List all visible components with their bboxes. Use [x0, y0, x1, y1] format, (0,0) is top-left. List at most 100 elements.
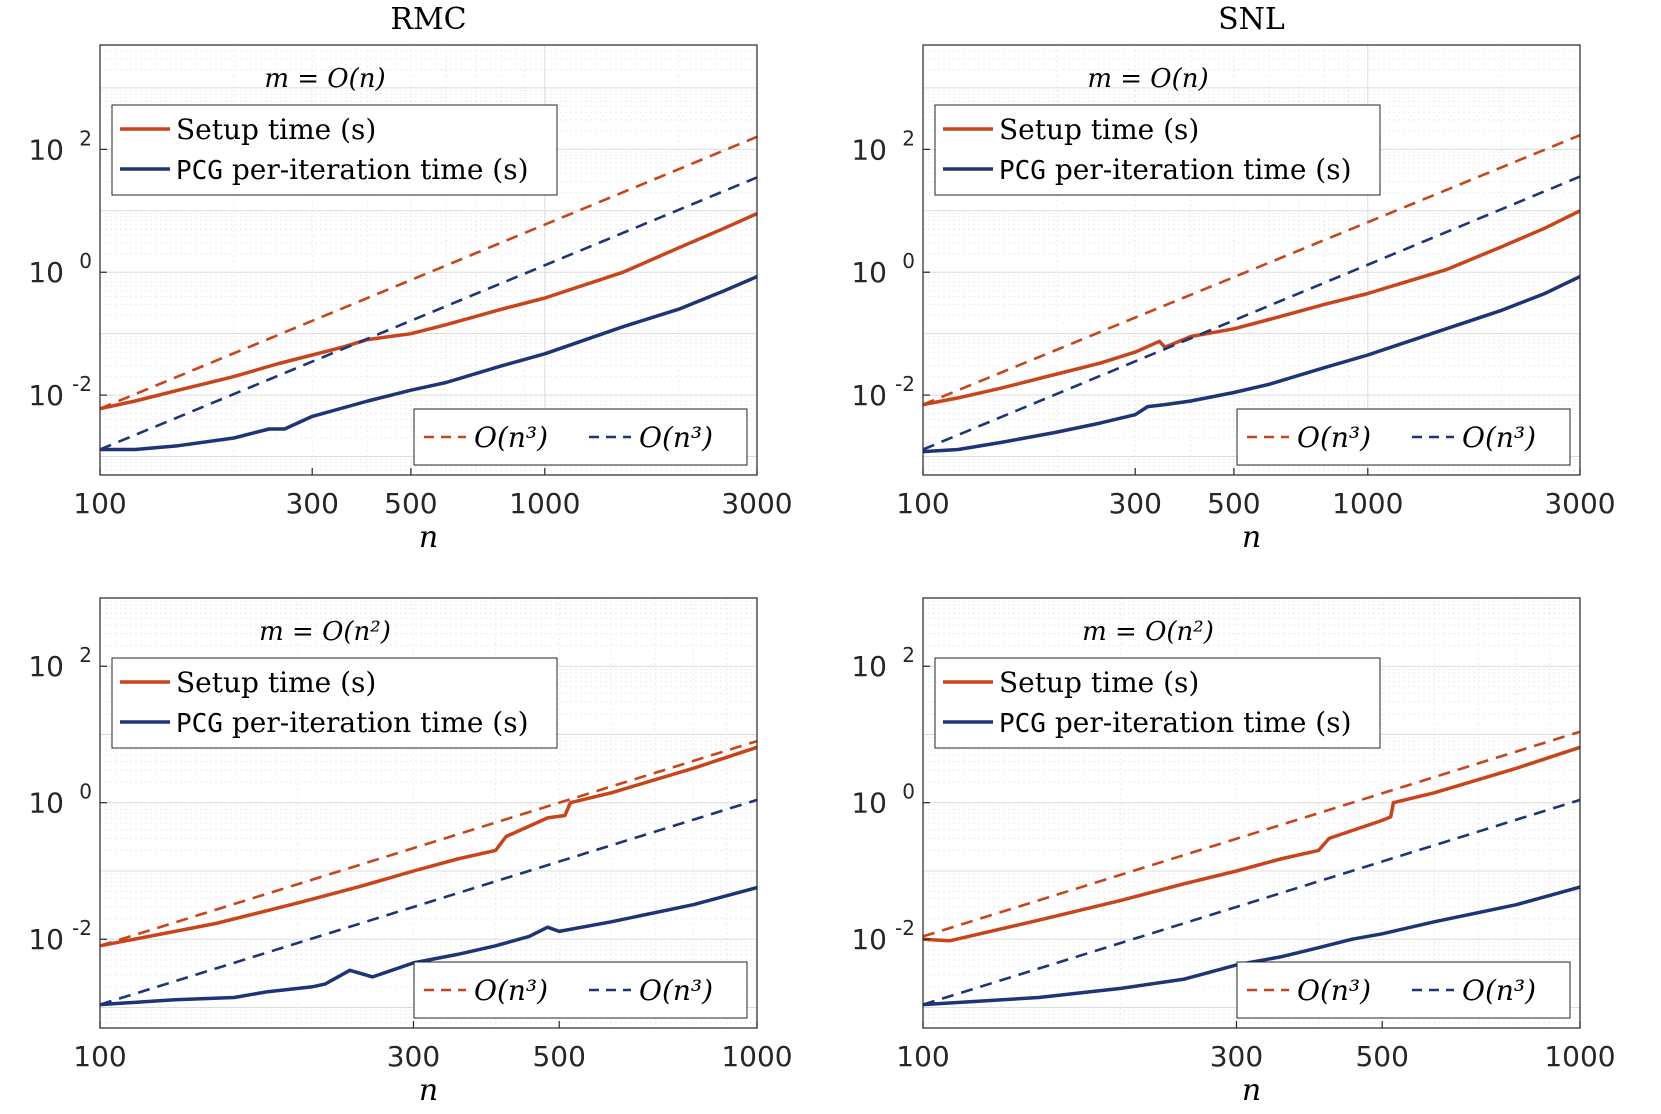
legend-box — [934, 104, 1381, 196]
legend-label: Setup time (s) — [999, 113, 1199, 146]
legend-label-rest: per-iteration time (s) — [223, 706, 529, 739]
x-tick-label: 100 — [896, 1040, 949, 1073]
legend-label: O(n³) — [639, 974, 713, 1007]
y-tick-label: 10 — [28, 133, 64, 166]
legend-label: O(n³) — [474, 421, 548, 454]
legend-mono-prefix: PCG — [176, 709, 223, 739]
y-tick-label: 10 — [851, 379, 887, 412]
legend-top: Setup time (s) PCG per-iteration time (s) — [111, 657, 558, 749]
y-tick-exponent: 2 — [79, 643, 92, 667]
x-tick-label: 100 — [896, 487, 949, 520]
x-tick-label: 300 — [1210, 1040, 1263, 1073]
series-line-reference-pcg — [99, 798, 758, 1006]
series-line-pcg — [100, 274, 758, 452]
legend-label: O(n³) — [1462, 421, 1536, 454]
series-line-setup — [922, 209, 1581, 407]
series-line-pcg — [922, 885, 1581, 1007]
series-line-reference-setup — [922, 133, 1581, 406]
x-tick-label: 3000 — [721, 487, 792, 520]
series-line-reference-setup — [99, 739, 758, 948]
y-tick-exponent: 2 — [902, 126, 915, 150]
y-tick-label: 10 — [28, 379, 64, 412]
x-tick-label: 500 — [1207, 487, 1260, 520]
legend-label: PCG per-iteration time (s) — [176, 153, 529, 186]
legend-bottom: O(n³) O(n³) — [1236, 961, 1571, 1019]
legend-top: Setup time (s) PCG per-iteration time (s) — [934, 104, 1381, 196]
legend-label: PCG per-iteration time (s) — [999, 153, 1352, 186]
x-tick-label: 500 — [384, 487, 437, 520]
legend-label: Setup time (s) — [999, 666, 1199, 699]
legend-box — [413, 408, 748, 466]
x-tick-label: 1000 — [1544, 1040, 1615, 1073]
series-line-reference-pcg — [922, 798, 1581, 1006]
series-line-setup — [922, 745, 1581, 943]
x-axis-label: n — [419, 1073, 438, 1108]
axes-box — [922, 597, 1581, 1029]
y-tick-exponent: 0 — [902, 249, 915, 273]
annotation-text: m = O(n) — [264, 64, 385, 94]
legend-label: Setup time (s) — [176, 113, 376, 146]
y-tick-exponent: -2 — [72, 916, 92, 940]
legend-mono-prefix: PCG — [176, 156, 223, 186]
y-tick-exponent: 0 — [79, 780, 92, 804]
series-line-reference-setup — [922, 730, 1581, 938]
y-tick-label: 10 — [851, 650, 887, 683]
axes-box — [922, 44, 1581, 476]
legend-bottom: O(n³) O(n³) — [413, 961, 748, 1019]
y-tick-label: 10 — [851, 256, 887, 289]
chart-title: SNL — [1218, 2, 1285, 37]
x-tick-label: 100 — [73, 487, 126, 520]
legend-label: Setup time (s) — [176, 666, 376, 699]
x-tick-label: 1000 — [509, 487, 580, 520]
legend-label: O(n³) — [1297, 974, 1371, 1007]
legend-mono-prefix: PCG — [999, 709, 1046, 739]
y-tick-label: 10 — [28, 256, 64, 289]
y-tick-label: 10 — [28, 650, 64, 683]
y-tick-label: 10 — [851, 923, 887, 956]
y-tick-exponent: 0 — [79, 249, 92, 273]
x-tick-label: 500 — [1355, 1040, 1408, 1073]
legend-mono-prefix: PCG — [999, 156, 1046, 186]
legend-box — [413, 961, 748, 1019]
legend-label-rest: per-iteration time (s) — [1046, 153, 1352, 186]
series-line-setup — [99, 212, 758, 411]
series-line-pcg — [922, 275, 1581, 454]
legend-label: O(n³) — [474, 974, 548, 1007]
legend-label: O(n³) — [1462, 974, 1536, 1007]
y-tick-label: 10 — [28, 787, 64, 820]
legend-label: O(n³) — [639, 421, 713, 454]
axes-box — [99, 597, 758, 1029]
y-tick-label: 10 — [851, 133, 887, 166]
y-tick-label: 10 — [28, 923, 64, 956]
x-axis-label: n — [1242, 1073, 1261, 1108]
legend-top: Setup time (s) PCG per-iteration time (s) — [111, 104, 558, 196]
y-tick-exponent: -2 — [895, 372, 915, 396]
chart-title: RMC — [390, 2, 466, 37]
legend-box — [111, 657, 558, 749]
legend-bottom: O(n³) O(n³) — [413, 408, 748, 466]
y-tick-exponent: 0 — [902, 780, 915, 804]
x-tick-label: 1000 — [721, 1040, 792, 1073]
x-axis-label: n — [1242, 520, 1261, 555]
x-axis-label: n — [419, 520, 438, 555]
legend-box — [1236, 961, 1571, 1019]
x-tick-label: 300 — [285, 487, 338, 520]
x-tick-label: 500 — [532, 1040, 585, 1073]
x-tick-label: 1000 — [1332, 487, 1403, 520]
y-tick-exponent: 2 — [79, 126, 92, 150]
legend-box — [111, 104, 558, 196]
annotation-text: m = O(n) — [1087, 64, 1208, 94]
x-tick-label: 300 — [1108, 487, 1161, 520]
legend-box — [1236, 408, 1571, 466]
legend-box — [934, 657, 1381, 749]
legend-label: PCG per-iteration time (s) — [999, 706, 1352, 739]
legend-label: O(n³) — [1297, 421, 1371, 454]
y-tick-label: 10 — [851, 787, 887, 820]
y-tick-exponent: -2 — [72, 372, 92, 396]
y-tick-exponent: 2 — [902, 643, 915, 667]
